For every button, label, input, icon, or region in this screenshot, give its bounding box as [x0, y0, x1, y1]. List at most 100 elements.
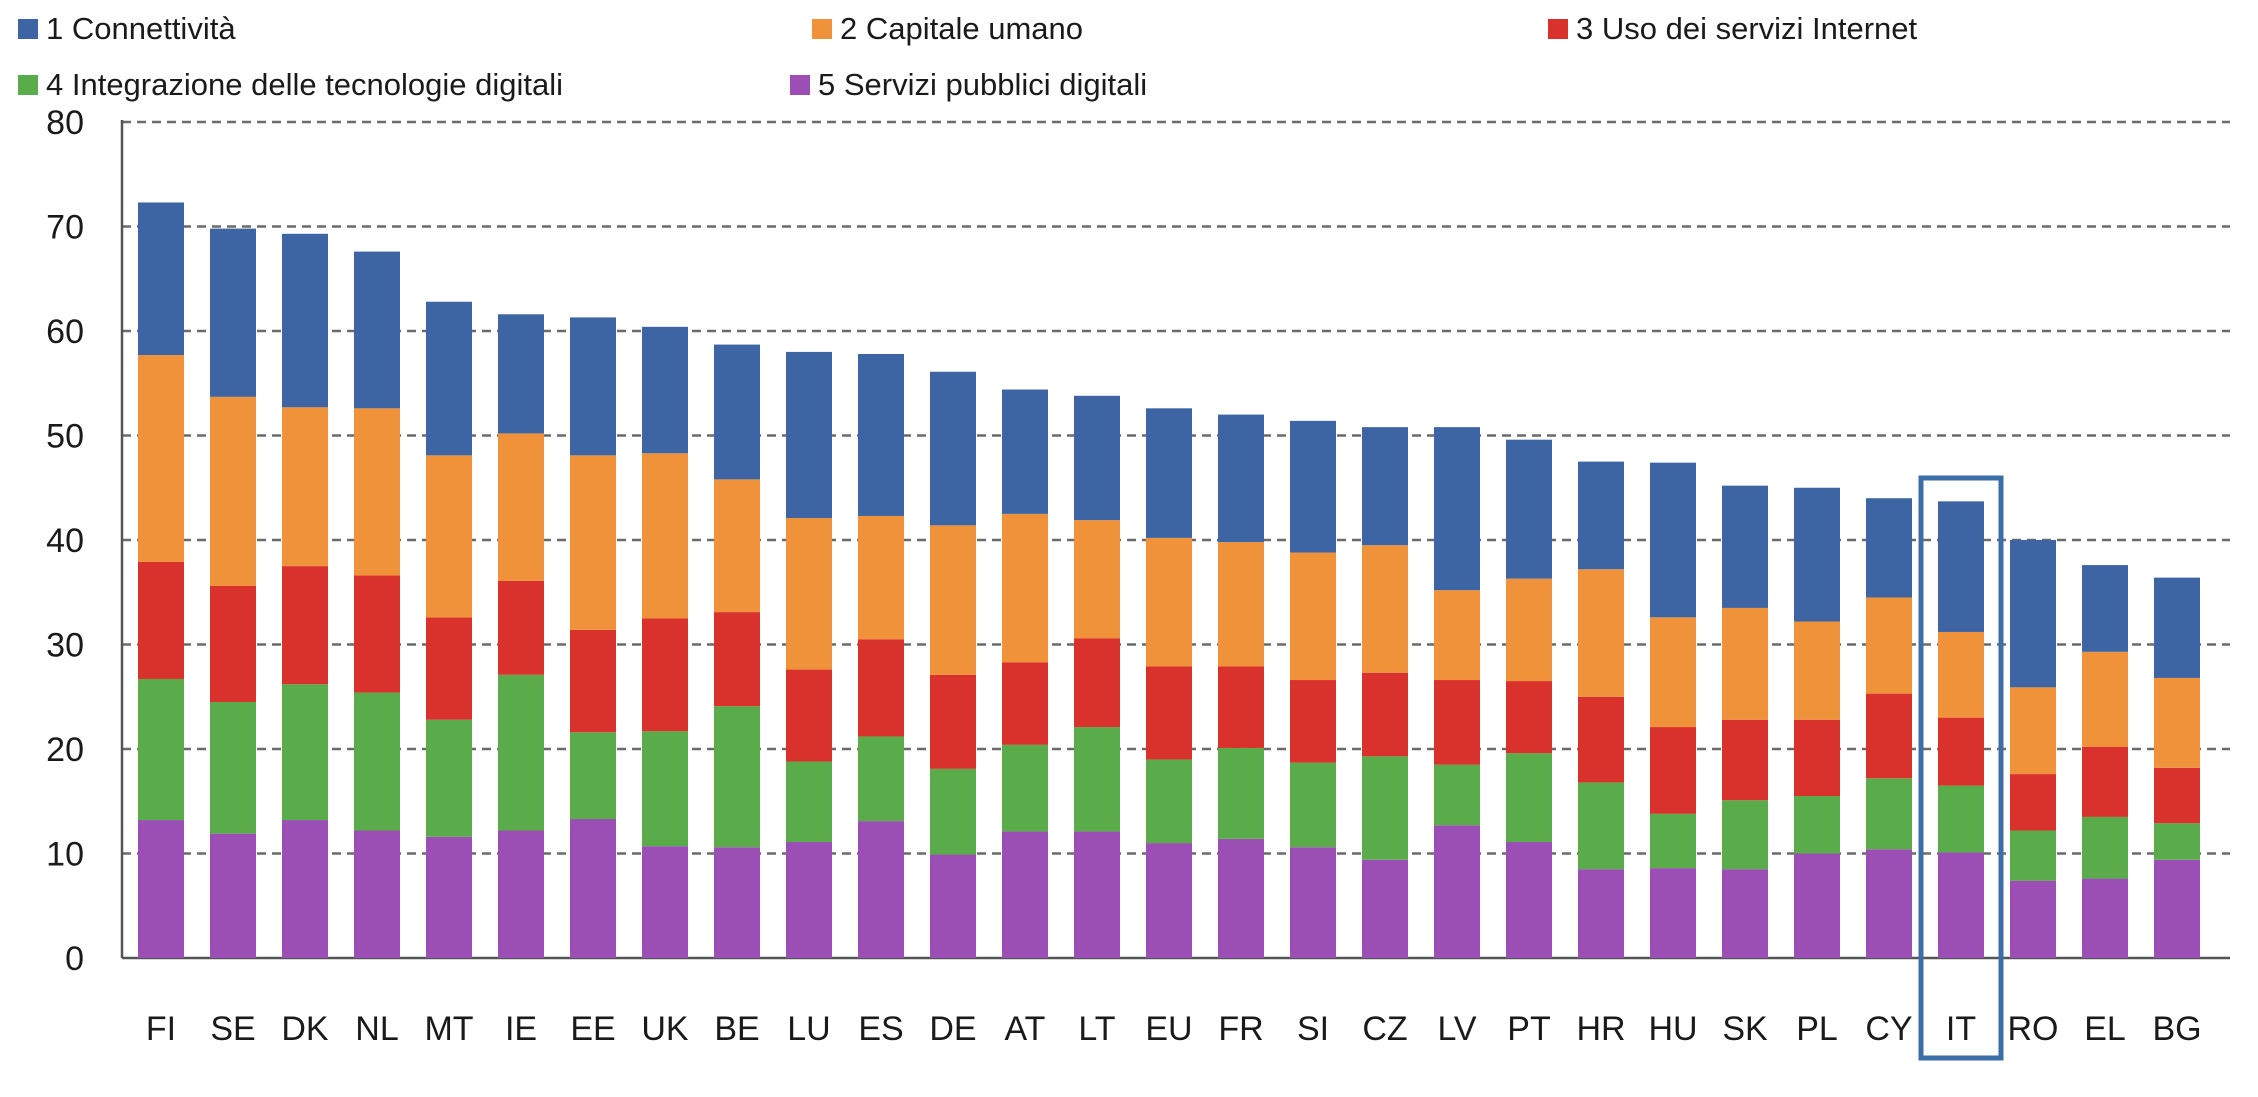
- bar-segment: [570, 317, 616, 456]
- bar-segment: [930, 768, 976, 855]
- bar-segment: [1578, 461, 1624, 570]
- x-tick-label: FI: [146, 1010, 176, 1048]
- bar-segment: [1218, 838, 1264, 958]
- x-tick-label: BE: [714, 1010, 759, 1048]
- bar-segment: [930, 854, 976, 958]
- bar-segment: [426, 617, 472, 720]
- legend-swatch: [18, 75, 38, 95]
- bar-segment: [2010, 880, 2056, 958]
- bar-segment: [1362, 672, 1408, 757]
- bar-segment: [210, 228, 256, 397]
- bar-segment: [1650, 727, 1696, 814]
- bar-segment: [1722, 719, 1768, 801]
- bar-segment: [1722, 607, 1768, 720]
- bar-segment: [570, 819, 616, 958]
- bar-segment: [2154, 577, 2200, 678]
- bar-segment: [498, 830, 544, 958]
- bar-segment: [354, 251, 400, 409]
- bar-segment: [1650, 462, 1696, 618]
- bar-segment: [2082, 565, 2128, 652]
- y-tick-label: 10: [46, 836, 84, 874]
- bar-segment: [1290, 762, 1336, 848]
- bar-segment: [714, 479, 760, 613]
- x-tick-label: AT: [1005, 1010, 1046, 1048]
- bar-segment: [210, 833, 256, 958]
- x-tick-label: UK: [641, 1010, 689, 1048]
- bar-segment: [2010, 774, 2056, 831]
- bar-segment: [1794, 719, 1840, 797]
- bar-segment: [1218, 747, 1264, 839]
- bar-segment: [1434, 427, 1480, 591]
- bar-segment: [570, 629, 616, 733]
- bar-segment: [282, 233, 328, 408]
- y-tick-label: 80: [46, 104, 84, 142]
- bar-segment: [642, 453, 688, 619]
- legend-label: 2 Capitale umano: [840, 11, 1083, 46]
- bar-segment: [1506, 681, 1552, 754]
- bar-segment: [1002, 744, 1048, 832]
- bar-segment: [714, 612, 760, 707]
- bar-segment: [282, 566, 328, 685]
- bar-segment: [786, 518, 832, 670]
- y-tick-label: 70: [46, 209, 84, 247]
- bar-segment: [1002, 389, 1048, 514]
- bar-segment: [282, 684, 328, 821]
- bar-segment: [1794, 621, 1840, 720]
- bar-segment: [210, 585, 256, 702]
- bar-segment: [858, 515, 904, 640]
- x-tick-label: SI: [1297, 1010, 1329, 1048]
- bar-segment: [1866, 849, 1912, 958]
- x-tick-label: HU: [1648, 1010, 1697, 1048]
- legend-label: 5 Servizi pubblici digitali: [818, 67, 1147, 102]
- bar-segment: [2082, 746, 2128, 817]
- x-tick-label: EE: [570, 1010, 615, 1048]
- bar-segment: [1290, 420, 1336, 553]
- bar-segment: [1362, 756, 1408, 860]
- bar-segment: [786, 761, 832, 843]
- bar-segment: [1074, 727, 1120, 832]
- bar-segment: [426, 301, 472, 456]
- x-tick-label: DE: [929, 1010, 976, 1048]
- x-tick-label: RO: [2008, 1010, 2059, 1048]
- bar-segment: [1722, 485, 1768, 608]
- bar-segment: [1650, 617, 1696, 728]
- bar-segment: [570, 732, 616, 820]
- bar-segment: [426, 455, 472, 618]
- bar-segment: [1866, 597, 1912, 694]
- y-tick-label: 40: [46, 522, 84, 560]
- bar-segment: [786, 669, 832, 762]
- bar-segment: [1506, 753, 1552, 843]
- bar-segment: [1506, 439, 1552, 579]
- bar-segment: [2010, 830, 2056, 881]
- bars: [138, 202, 2200, 958]
- y-tick-label: 60: [46, 313, 84, 351]
- bar-segment: [1794, 796, 1840, 854]
- x-tick-label: EU: [1145, 1010, 1192, 1048]
- bar-segment: [498, 433, 544, 581]
- bar-segment: [1938, 631, 1984, 718]
- bar-segment: [2154, 823, 2200, 860]
- y-tick-label: 20: [46, 731, 84, 769]
- bar-segment: [210, 701, 256, 834]
- bar-segment: [2154, 677, 2200, 768]
- x-tick-label: SK: [1722, 1010, 1768, 1048]
- bar-segment: [426, 836, 472, 958]
- bar-segment: [642, 846, 688, 958]
- bar-segment: [1506, 578, 1552, 682]
- bar-segment: [570, 455, 616, 630]
- bar-segment: [426, 719, 472, 837]
- bar-segment: [1722, 800, 1768, 870]
- x-tick-label: LT: [1078, 1010, 1115, 1048]
- bar-segment: [1362, 427, 1408, 546]
- bar-segment: [2154, 767, 2200, 824]
- bar-segment: [1434, 764, 1480, 826]
- bar-segment: [858, 353, 904, 516]
- bar-segment: [714, 706, 760, 848]
- bar-segment: [1866, 693, 1912, 779]
- bar-segment: [1938, 717, 1984, 786]
- x-tick-label: ES: [858, 1010, 903, 1048]
- bar-segment: [2010, 687, 2056, 775]
- x-tick-label: BG: [2152, 1010, 2201, 1048]
- legend-label: 3 Uso dei servizi Internet: [1576, 11, 1918, 46]
